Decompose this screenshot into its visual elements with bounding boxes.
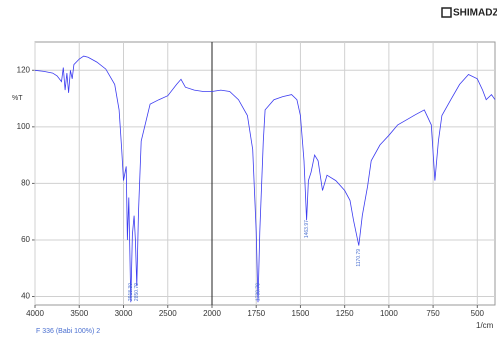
spectrum-line bbox=[34, 55, 496, 303]
y-tick-label: 80 bbox=[21, 179, 30, 188]
x-tick-label: 1750 bbox=[247, 309, 265, 318]
x-tick-label: 750 bbox=[426, 309, 440, 318]
brand: SHIMADZU bbox=[453, 8, 497, 19]
y-tick-label: 60 bbox=[21, 235, 30, 244]
peak-label: 1739.79 bbox=[255, 283, 261, 301]
y-tick-label: 40 bbox=[21, 292, 30, 301]
y-tick-label: 120 bbox=[17, 65, 31, 74]
peak-label: 1170.79 bbox=[356, 249, 362, 267]
plot-frame bbox=[34, 41, 496, 306]
x-tick-label: 1000 bbox=[380, 309, 398, 318]
x-tick-label: 1250 bbox=[336, 309, 354, 318]
peak-label: 1463.97 bbox=[304, 220, 310, 238]
x-tick-label: 3500 bbox=[70, 309, 88, 318]
y-axis-label: %T bbox=[12, 95, 23, 102]
x-tick-label: 1500 bbox=[292, 309, 310, 318]
x-tick-label: 2500 bbox=[159, 309, 177, 318]
brand-icon bbox=[441, 7, 452, 18]
y-tick-label: 100 bbox=[17, 122, 31, 131]
peak-label: 2918.30 bbox=[128, 283, 134, 301]
x-tick-label: 500 bbox=[471, 309, 485, 318]
x-tick-label: 3000 bbox=[115, 309, 133, 318]
x-unit: 1/cm bbox=[476, 321, 494, 330]
peak-label: 2850.79 bbox=[134, 283, 140, 301]
x-tick-label: 4000 bbox=[26, 309, 44, 318]
footer: F 336 (Babi 100%) 2 bbox=[36, 328, 100, 335]
x-tick-label: 2000 bbox=[203, 309, 221, 318]
